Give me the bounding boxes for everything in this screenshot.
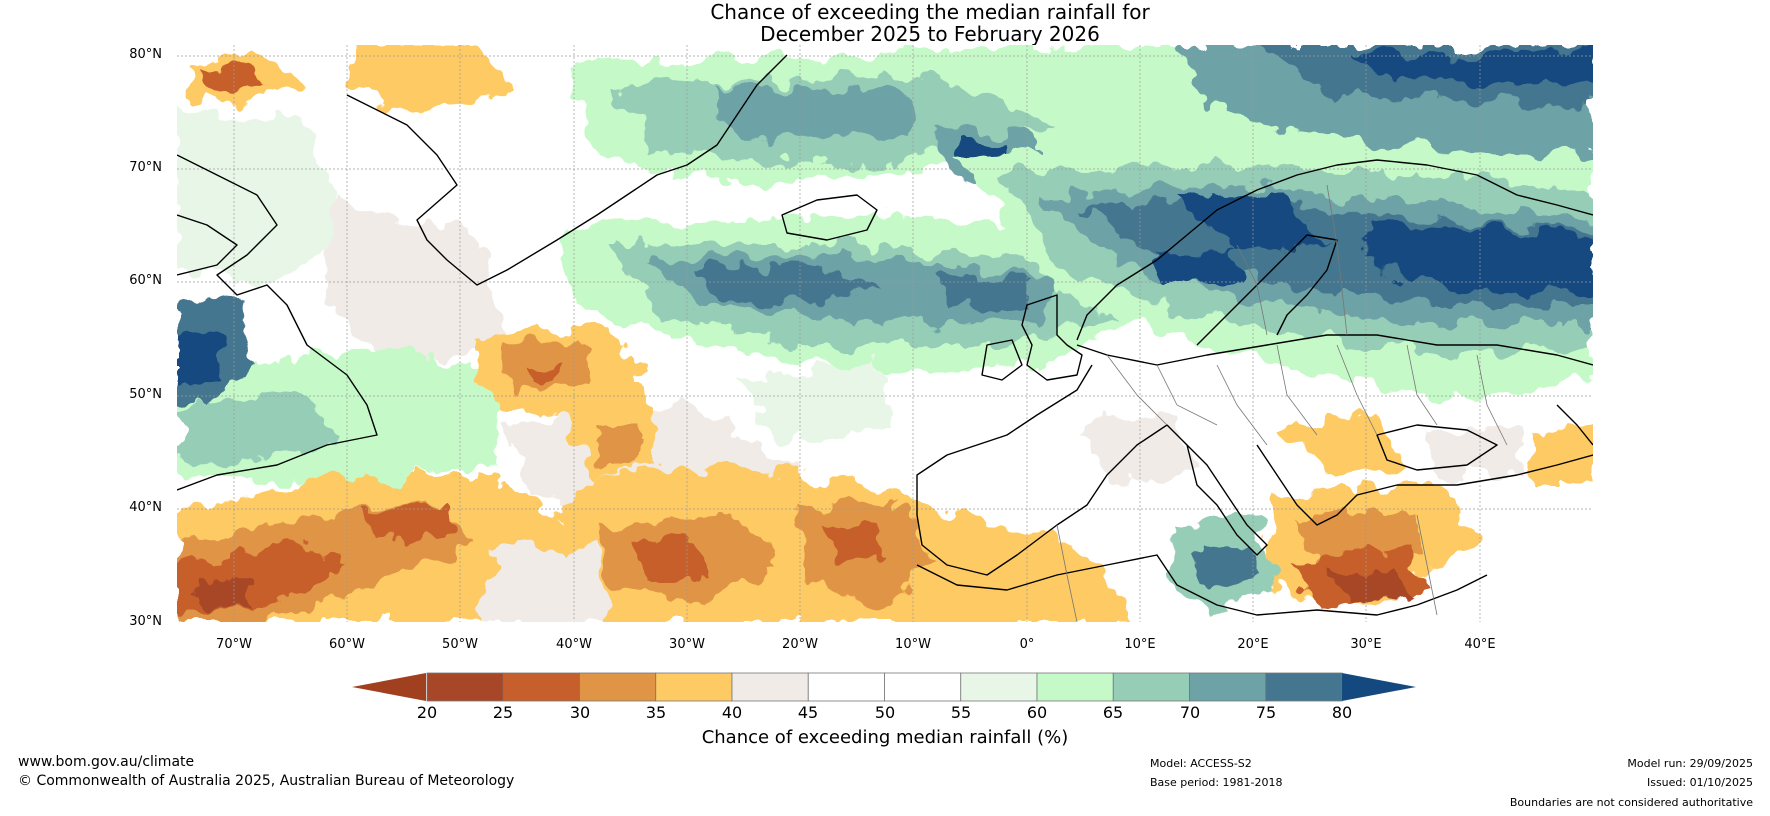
cb-tick-60: 60 [1026,703,1048,722]
cb-tick-75: 75 [1255,703,1277,722]
lat-label-40n: 40°N [129,500,162,515]
lon-label-60w: 60°W [329,637,365,652]
lat-label-70n: 70°N [129,160,162,175]
cb-tick-55: 55 [950,703,972,722]
lon-label-10e: 10°E [1124,637,1156,652]
cb-tick-45: 45 [797,703,819,722]
colorbar-under-arrow [352,673,426,701]
cb-tick-70: 70 [1179,703,1201,722]
colorbar-segment [807,672,885,702]
lat-label-50n: 50°N [129,387,162,402]
map-title-line1: Chance of exceeding the median rainfall … [710,0,1150,24]
coastlines [177,54,1593,616]
issued-date: Issued: 01/10/2025 [1646,776,1753,789]
colorbar-segment [655,672,733,702]
colorbar-over-arrow [1342,673,1416,701]
lat-label-30n: 30°N [129,614,162,629]
website-link[interactable]: www.bom.gov.au/climate [18,754,195,770]
colorbar-segment [502,672,580,702]
lon-label-20w: 20°W [782,637,818,652]
colorbar-segment [884,672,962,702]
colorbar-segment [1112,672,1190,702]
lat-label-80n: 80°N [129,47,162,62]
colorbar-segment [960,672,1038,702]
graticule [177,45,1593,622]
colorbar-segment [1265,672,1343,702]
colorbar-segment [579,672,657,702]
cb-tick-25: 25 [492,703,514,722]
cb-tick-50: 50 [874,703,896,722]
lat-label-60n: 60°N [129,273,162,288]
lon-label-40e: 40°E [1464,637,1496,652]
colorbar-segment [426,672,504,702]
colorbar-segment [731,672,809,702]
lon-label-10w: 10°W [895,637,931,652]
cb-tick-80: 80 [1331,703,1353,722]
model-run-date: Model run: 29/09/2025 [1627,757,1753,770]
base-period: Base period: 1981-2018 [1150,776,1283,789]
lon-label-0: 0° [1019,637,1035,652]
map-title-line2: December 2025 to February 2026 [760,22,1100,46]
rainfall-map [177,45,1593,622]
colorbar-segment [1189,672,1267,702]
lon-label-30e: 30°E [1350,637,1382,652]
boundaries-disclaimer: Boundaries are not considered authoritat… [1509,796,1753,809]
cb-tick-20: 20 [416,703,438,722]
cb-tick-65: 65 [1102,703,1124,722]
colorbar [352,672,1416,702]
cb-tick-30: 30 [569,703,591,722]
lon-label-20e: 20°E [1237,637,1269,652]
lon-label-30w: 30°W [669,637,705,652]
colorbar-segment [1036,672,1114,702]
cb-tick-40: 40 [721,703,743,722]
probability-field [177,45,1593,622]
copyright-text: © Commonwealth of Australia 2025, Austra… [18,773,515,789]
country-borders [1056,184,1508,622]
colorbar-label: Chance of exceeding median rainfall (%) [701,727,1069,748]
model-name: Model: ACCESS-S2 [1150,757,1252,770]
lon-label-40w: 40°W [556,637,592,652]
lon-label-70w: 70°W [216,637,252,652]
lon-label-50w: 50°W [442,637,478,652]
cb-tick-35: 35 [645,703,667,722]
